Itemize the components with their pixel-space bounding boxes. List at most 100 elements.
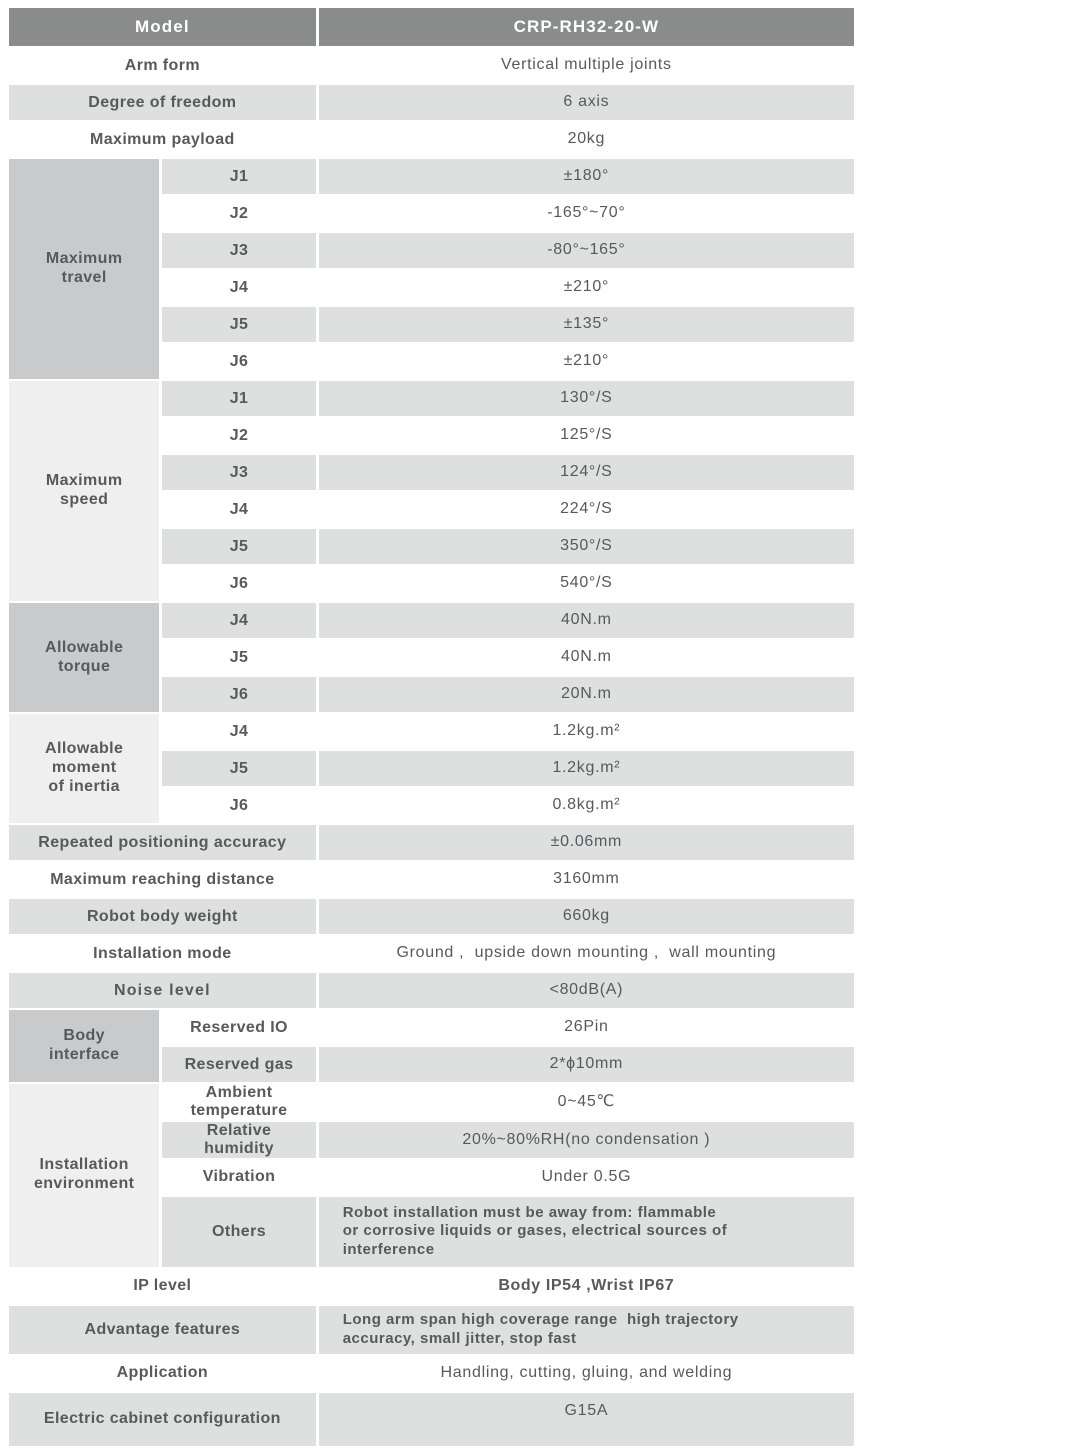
table-row-travel-j4: J4 ±210° — [9, 270, 854, 305]
table-row-reserved-gas: Reserved gas 2*ϕ10mm — [9, 1047, 854, 1082]
row-value-maximum-reaching-distance: 3160mm — [553, 870, 620, 888]
table-row-repeated-positioning-accuracy: Repeated positioning accuracy ±0.06mm — [9, 825, 854, 860]
row-label-travel-j4: J4 — [229, 278, 249, 296]
row-value-speed-j5: 350°/S — [318, 529, 854, 564]
table-header-row: Model CRP-RH32-20-W — [9, 8, 854, 46]
group-label-allowable-torque: Allowable torque — [9, 603, 160, 712]
row-value-speed-j1: 130°/S — [318, 381, 854, 416]
row-label-torque-j5: J5 — [229, 648, 249, 666]
spec-table-body: Model CRP-RH32-20-W Arm form Vertical mul… — [9, 8, 854, 1446]
row-label-degree-of-freedom: Degree of freedom — [9, 85, 316, 120]
row-value-torque-j6: 20N.m — [318, 677, 854, 712]
row-value-inertia-j4: 1.2kg.m² — [552, 722, 621, 740]
table-row-torque-j6: J6 20N.m — [9, 677, 854, 712]
row-value-travel-j2: -165°~70° — [547, 204, 626, 222]
table-row-speed-j4: J4 224°/S — [9, 492, 854, 527]
row-label-relative-humidity: Relative humidity — [162, 1121, 316, 1158]
row-value-torque-j5: 40N.m — [561, 648, 612, 666]
table-row-speed-j6: J6 540°/S — [9, 566, 854, 601]
table-row-inertia-j6: J6 0.8kg.m² — [9, 788, 854, 823]
table-row-inertia-j5: J5 1.2kg.m² — [9, 751, 854, 786]
row-label-electric-cabinet-configuration: Electric cabinet configuration — [9, 1392, 316, 1446]
row-label-reserved-gas: Reserved gas — [162, 1047, 316, 1082]
table-row-torque-j5: J5 40N.m — [9, 640, 854, 675]
header-model-label: Model — [9, 8, 316, 46]
row-label-inertia-j6: J6 — [229, 796, 249, 814]
table-row-travel-j6: J6 ±210° — [9, 344, 854, 379]
row-label-advantage-features: Advantage features — [9, 1305, 316, 1354]
row-label-robot-body-weight: Robot body weight — [9, 899, 316, 934]
row-value-speed-j6: 540°/S — [560, 574, 613, 592]
row-value-ambient-temperature: 0~45℃ — [557, 1092, 616, 1110]
row-label-ambient-temperature: Ambient temperature — [190, 1084, 288, 1119]
row-label-maximum-reaching-distance: Maximum reaching distance — [50, 870, 275, 888]
row-value-vibration: Under 0.5G — [541, 1167, 632, 1185]
table-row-inertia-j4: Allowable moment of inertia J4 1.2kg.m² — [9, 714, 854, 823]
row-label-reserved-io: Reserved IO — [190, 1018, 288, 1036]
table-row-noise-level: Noise level <80dB(A) — [9, 973, 854, 1008]
row-label-travel-j1: J1 — [162, 159, 316, 194]
row-label-installation-mode: Installation mode — [93, 944, 232, 962]
table-row-vibration: Vibration Under 0.5G — [9, 1160, 854, 1195]
row-value-torque-j4: 40N.m — [318, 603, 854, 638]
table-row-travel-j3: J3 -80°~165° — [9, 233, 854, 268]
table-row-speed-j1: Maximum speed J1 130°/S — [9, 381, 854, 601]
header-model-value: CRP-RH32-20-W — [318, 8, 854, 46]
table-row-speed-j3: J3 124°/S — [9, 455, 854, 490]
table-row-relative-humidity: Relative humidity 20%~80%RH(no condensati… — [9, 1121, 854, 1158]
table-row-maximum-payload: Maximum payload 20kg — [9, 122, 854, 157]
row-label-vibration: Vibration — [202, 1168, 276, 1186]
table-row-ambient-temperature: Installation environment Ambient temperat… — [9, 1084, 854, 1267]
row-value-ip-level: Body IP54 ,Wrist IP67 — [498, 1276, 675, 1294]
row-value-travel-j3: -80°~165° — [318, 233, 854, 268]
row-label-maximum-payload: Maximum payload — [90, 130, 235, 148]
table-row-reserved-io: Body interface Reserved IO 26Pin — [9, 1010, 854, 1082]
row-value-others: Robot installation must be away from: fl… — [318, 1196, 854, 1267]
row-value-inertia-j6: 0.8kg.m² — [552, 796, 621, 814]
row-value-speed-j2: 125°/S — [560, 426, 613, 444]
table-row-speed-j2: J2 125°/S — [9, 418, 854, 453]
row-label-application: Application — [116, 1364, 209, 1382]
row-label-speed-j4: J4 — [229, 500, 249, 518]
spec-table: Model CRP-RH32-20-W Arm form Vertical mul… — [6, 6, 857, 1448]
row-label-torque-j4: J4 — [162, 603, 316, 638]
table-row-maximum-reaching-distance: Maximum reaching distance 3160mm — [9, 862, 854, 897]
row-label-inertia-j5: J5 — [162, 751, 316, 786]
row-value-speed-j3: 124°/S — [318, 455, 854, 490]
row-value-arm-form: Vertical multiple joints — [501, 56, 672, 74]
row-value-application: Handling, cutting, gluing, and welding — [440, 1363, 733, 1381]
row-value-degree-of-freedom: 6 axis — [318, 85, 854, 120]
row-label-repeated-positioning-accuracy: Repeated positioning accuracy — [9, 825, 316, 860]
table-row-travel-j5: J5 ±135° — [9, 307, 854, 342]
row-value-reserved-gas: 2*ϕ10mm — [318, 1047, 854, 1082]
row-value-advantage-features: Long arm span high coverage range high t… — [318, 1305, 854, 1354]
group-label-installation-environment: Installation environment — [9, 1084, 160, 1267]
table-row-degree-of-freedom: Degree of freedom 6 axis — [9, 85, 854, 120]
row-value-travel-j1: ±180° — [318, 159, 854, 194]
row-label-ip-level: IP level — [133, 1277, 192, 1295]
table-row-torque-j4: Allowable torque J4 40N.m — [9, 603, 854, 712]
row-value-travel-j4: ±210° — [563, 278, 610, 296]
row-label-torque-j6: J6 — [162, 677, 316, 712]
table-row-installation-mode: Installation mode Ground , upside down mo… — [9, 936, 854, 971]
row-value-maximum-payload: 20kg — [567, 130, 606, 148]
table-row-ip-level: IP level Body IP54 ,Wrist IP67 — [9, 1269, 854, 1304]
row-value-travel-j5: ±135° — [318, 307, 854, 342]
table-row-arm-form: Arm form Vertical multiple joints — [9, 48, 854, 83]
row-label-others: Others — [162, 1196, 316, 1267]
table-row-travel-j2: J2 -165°~70° — [9, 196, 854, 231]
row-label-travel-j3: J3 — [162, 233, 316, 268]
row-label-speed-j6: J6 — [229, 574, 249, 592]
group-label-maximum-speed: Maximum speed — [9, 381, 160, 601]
row-value-robot-body-weight: 660kg — [318, 899, 854, 934]
row-label-speed-j5: J5 — [162, 529, 316, 564]
row-label-noise-level: Noise level — [9, 973, 316, 1008]
row-label-inertia-j4: J4 — [229, 722, 249, 740]
row-value-travel-j6: ±210° — [563, 352, 610, 370]
table-row-electric-cabinet-configuration: Electric cabinet configuration G15A — [9, 1392, 854, 1446]
row-label-travel-j5: J5 — [162, 307, 316, 342]
row-label-arm-form: Arm form — [124, 56, 200, 74]
row-value-speed-j4: 224°/S — [560, 500, 613, 518]
row-value-reserved-io: 26Pin — [564, 1018, 609, 1036]
row-label-speed-j2: J2 — [229, 426, 249, 444]
